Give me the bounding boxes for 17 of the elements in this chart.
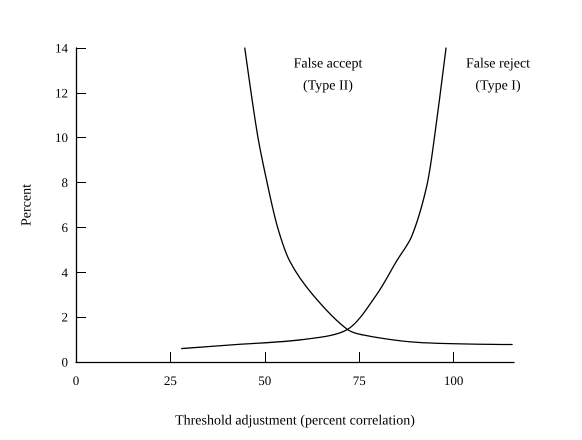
x-tick-label: 75 xyxy=(352,373,366,388)
annotation: False reject (Type I) xyxy=(466,56,530,94)
y-axis-title: Percent xyxy=(20,184,34,226)
x-tick-label: 0 xyxy=(72,373,80,388)
x-axis-title: Threshold adjustment (percent correlation) xyxy=(175,414,416,428)
y-tick-label: 8 xyxy=(62,175,68,190)
y-tick-label: 0 xyxy=(62,354,68,370)
y-tick-label: 12 xyxy=(55,85,68,100)
annotation: False accept (Type II) xyxy=(294,56,363,94)
x-tick-label: 25 xyxy=(164,373,177,388)
y-tick-label: 10 xyxy=(55,130,68,146)
y-tick-label: 2 xyxy=(62,310,68,325)
y-tick-label: 6 xyxy=(62,220,68,235)
x-tick-label: 50 xyxy=(258,373,272,388)
x-tick-label: 100 xyxy=(444,373,464,388)
y-tick-label: 14 xyxy=(55,40,68,56)
y-tick-label: 4 xyxy=(62,264,68,280)
